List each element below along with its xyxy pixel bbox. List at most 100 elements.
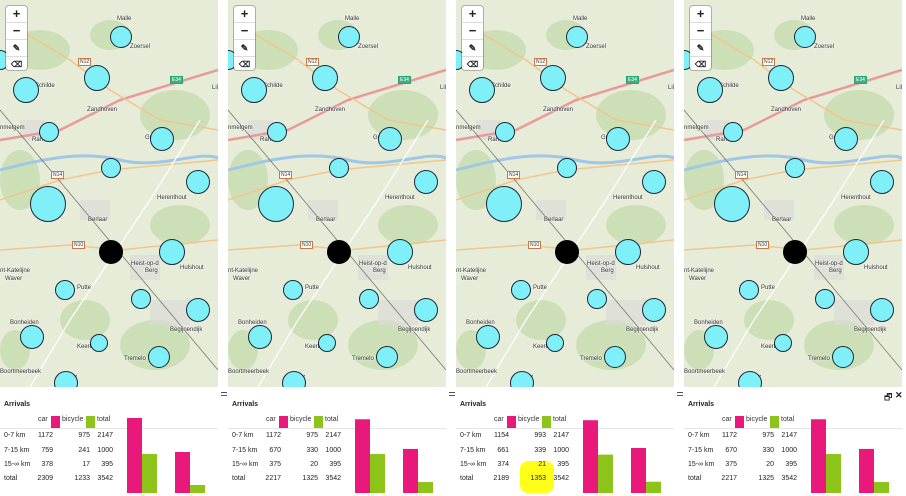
- origin-circle[interactable]: [283, 280, 303, 300]
- origin-circle[interactable]: [30, 186, 66, 222]
- origin-circle[interactable]: [843, 239, 869, 265]
- destination-marker[interactable]: [99, 240, 123, 264]
- origin-circle[interactable]: [90, 334, 108, 352]
- origin-circle[interactable]: [267, 122, 287, 142]
- origin-circle[interactable]: [642, 298, 666, 322]
- zoom-in-button[interactable]: +: [234, 6, 255, 23]
- origin-circle[interactable]: [39, 122, 59, 142]
- origin-circle[interactable]: [476, 325, 500, 349]
- origin-circle[interactable]: [54, 371, 78, 387]
- origin-circle[interactable]: [148, 346, 170, 368]
- origin-circle[interactable]: [84, 65, 110, 91]
- origin-circle[interactable]: [55, 280, 75, 300]
- zoom-out-button[interactable]: −: [690, 23, 711, 40]
- origin-circle[interactable]: [312, 65, 338, 91]
- zoom-out-button[interactable]: −: [234, 23, 255, 40]
- origin-circle[interactable]: [785, 158, 805, 178]
- origin-circle[interactable]: [604, 346, 626, 368]
- destination-marker[interactable]: [783, 240, 807, 264]
- map-view[interactable]: Malle Zoersel N12 E34 Schilde Zandhoven nmelge…: [0, 0, 218, 387]
- origin-circle[interactable]: [606, 127, 630, 151]
- origin-circle[interactable]: [815, 289, 835, 309]
- eraser-icon[interactable]: ⌫: [694, 60, 707, 69]
- origin-circle[interactable]: [697, 77, 723, 103]
- map-view[interactable]: Malle Zoersel N12 E34 Schilde Zandhoven nmelge…: [684, 0, 902, 387]
- origin-circle[interactable]: [131, 289, 151, 309]
- origin-circle[interactable]: [832, 346, 854, 368]
- eraser-icon[interactable]: ⌫: [10, 60, 23, 69]
- pencil-icon[interactable]: ✎: [6, 40, 27, 57]
- origin-circle[interactable]: [101, 158, 121, 178]
- origin-circle[interactable]: [495, 122, 515, 142]
- origin-circle[interactable]: [282, 371, 306, 387]
- origin-circle[interactable]: [186, 298, 210, 322]
- origin-circle[interactable]: [642, 170, 666, 194]
- eraser-icon[interactable]: ⌫: [238, 60, 251, 69]
- place-label: Berg: [373, 268, 386, 274]
- map-view[interactable]: Malle Zoersel N12 E34 Schilde Zandhoven nmelge…: [456, 0, 674, 387]
- origin-circle[interactable]: [768, 65, 794, 91]
- origin-circle[interactable]: [834, 127, 858, 151]
- origin-circle[interactable]: [587, 289, 607, 309]
- origin-circle[interactable]: [387, 239, 413, 265]
- map-view[interactable]: Malle Zoersel N12 E34 Schilde Zandhoven nmelge…: [228, 0, 446, 387]
- bar-car-bicycle: [826, 454, 841, 493]
- origin-circle[interactable]: [738, 371, 762, 387]
- origin-circle[interactable]: [318, 334, 336, 352]
- origin-circle[interactable]: [359, 289, 379, 309]
- forest-area: [0, 150, 40, 210]
- road-n14: [0, 159, 218, 201]
- eraser-icon[interactable]: ⌫: [466, 60, 479, 69]
- origin-circle[interactable]: [248, 325, 272, 349]
- origin-circle[interactable]: [414, 298, 438, 322]
- origin-circle[interactable]: [774, 334, 792, 352]
- restore-icon[interactable]: 🗗: [884, 392, 893, 402]
- zoom-in-button[interactable]: +: [6, 6, 27, 23]
- origin-circle[interactable]: [414, 170, 438, 194]
- origin-circle[interactable]: [723, 122, 743, 142]
- origin-circle[interactable]: [241, 77, 267, 103]
- origin-circle[interactable]: [557, 158, 577, 178]
- origin-circle[interactable]: [378, 127, 402, 151]
- destination-marker[interactable]: [327, 240, 351, 264]
- origin-circle[interactable]: [794, 26, 816, 48]
- origin-circle[interactable]: [258, 186, 294, 222]
- origin-circle[interactable]: [510, 371, 534, 387]
- bar-car-car: [583, 420, 598, 493]
- origin-circle[interactable]: [469, 77, 495, 103]
- origin-circle[interactable]: [739, 280, 759, 300]
- panel-splitter[interactable]: [221, 392, 227, 396]
- pencil-icon[interactable]: ✎: [462, 40, 483, 57]
- origin-circle[interactable]: [870, 170, 894, 194]
- origin-circle[interactable]: [870, 298, 894, 322]
- origin-circle[interactable]: [540, 65, 566, 91]
- panel-splitter[interactable]: [449, 392, 455, 396]
- origin-circle[interactable]: [566, 26, 588, 48]
- origin-circle[interactable]: [20, 325, 44, 349]
- zoom-in-button[interactable]: +: [462, 6, 483, 23]
- origin-circle[interactable]: [511, 280, 531, 300]
- origin-circle[interactable]: [338, 26, 360, 48]
- close-icon[interactable]: ✕: [895, 390, 903, 400]
- pencil-icon[interactable]: ✎: [234, 40, 255, 57]
- origin-circle[interactable]: [714, 186, 750, 222]
- origin-circle[interactable]: [486, 186, 522, 222]
- pencil-icon[interactable]: ✎: [690, 40, 711, 57]
- origin-circle[interactable]: [13, 77, 39, 103]
- origin-circle[interactable]: [376, 346, 398, 368]
- zoom-out-button[interactable]: −: [6, 23, 27, 40]
- road-label: N12: [306, 58, 320, 66]
- place-label: nt-Katelijne: [228, 268, 259, 274]
- origin-circle[interactable]: [159, 239, 185, 265]
- origin-circle[interactable]: [150, 127, 174, 151]
- zoom-out-button[interactable]: −: [462, 23, 483, 40]
- destination-marker[interactable]: [555, 240, 579, 264]
- origin-circle[interactable]: [546, 334, 564, 352]
- origin-circle[interactable]: [615, 239, 641, 265]
- origin-circle[interactable]: [704, 325, 728, 349]
- origin-circle[interactable]: [186, 170, 210, 194]
- zoom-in-button[interactable]: +: [690, 6, 711, 23]
- panel-splitter[interactable]: [677, 392, 683, 396]
- origin-circle[interactable]: [329, 158, 349, 178]
- origin-circle[interactable]: [110, 26, 132, 48]
